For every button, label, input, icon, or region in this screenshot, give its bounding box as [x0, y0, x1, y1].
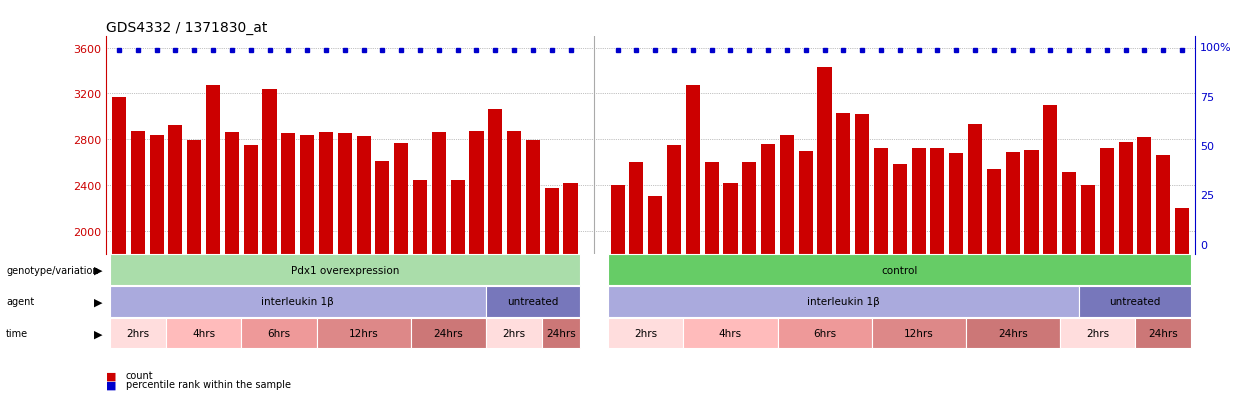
Bar: [686, 86, 700, 413]
Bar: [564, 183, 578, 413]
Bar: [610, 185, 625, 413]
Bar: [818, 68, 832, 413]
Bar: [225, 133, 239, 413]
Bar: [969, 125, 982, 413]
Bar: [1081, 185, 1096, 413]
Text: agent: agent: [6, 297, 35, 307]
Text: 12hrs: 12hrs: [904, 328, 934, 339]
Bar: [544, 189, 559, 413]
Bar: [112, 97, 126, 413]
Bar: [930, 149, 945, 413]
Bar: [1006, 152, 1020, 413]
Text: 2hrs: 2hrs: [126, 328, 149, 339]
Text: 6hrs: 6hrs: [813, 328, 837, 339]
Bar: [761, 145, 776, 413]
Bar: [949, 154, 964, 413]
Text: 12hrs: 12hrs: [349, 328, 378, 339]
Text: ▶: ▶: [93, 328, 102, 339]
Bar: [649, 197, 662, 413]
Text: Pdx1 overexpression: Pdx1 overexpression: [290, 265, 398, 275]
Text: interleukin 1β: interleukin 1β: [261, 297, 334, 307]
Text: 6hrs: 6hrs: [268, 328, 290, 339]
Text: 2hrs: 2hrs: [503, 328, 525, 339]
Text: interleukin 1β: interleukin 1β: [807, 297, 880, 307]
Text: ▶: ▶: [93, 265, 102, 275]
Bar: [281, 134, 295, 413]
Bar: [742, 163, 757, 413]
Bar: [1138, 138, 1152, 413]
Bar: [244, 146, 258, 413]
Bar: [451, 181, 464, 413]
Text: 2hrs: 2hrs: [634, 328, 657, 339]
Bar: [779, 135, 794, 413]
Text: 24hrs: 24hrs: [997, 328, 1027, 339]
Text: 4hrs: 4hrs: [192, 328, 215, 339]
Bar: [874, 149, 888, 413]
Text: 24hrs: 24hrs: [547, 328, 576, 339]
Text: 4hrs: 4hrs: [718, 328, 742, 339]
Bar: [893, 165, 906, 413]
Bar: [855, 115, 869, 413]
Bar: [1062, 173, 1076, 413]
Bar: [469, 132, 483, 413]
Bar: [629, 163, 644, 413]
Bar: [337, 134, 352, 413]
Text: 24hrs: 24hrs: [433, 328, 463, 339]
Bar: [1175, 208, 1189, 413]
Bar: [205, 86, 220, 413]
Text: 2hrs: 2hrs: [1086, 328, 1109, 339]
Text: untreated: untreated: [1109, 297, 1160, 307]
Bar: [187, 141, 202, 413]
Text: count: count: [126, 370, 153, 380]
Bar: [432, 133, 446, 413]
Bar: [705, 163, 718, 413]
Text: GDS4332 / 1371830_at: GDS4332 / 1371830_at: [106, 21, 268, 35]
Bar: [395, 143, 408, 413]
Bar: [837, 114, 850, 413]
Bar: [149, 135, 163, 413]
Bar: [987, 170, 1001, 413]
Bar: [488, 110, 502, 413]
Bar: [1043, 106, 1057, 413]
Text: 24hrs: 24hrs: [1148, 328, 1178, 339]
Text: time: time: [6, 328, 29, 339]
Bar: [413, 181, 427, 413]
Text: ■: ■: [106, 380, 116, 389]
Bar: [319, 133, 332, 413]
Bar: [723, 183, 737, 413]
Bar: [1157, 156, 1170, 413]
Bar: [525, 141, 540, 413]
Bar: [667, 146, 681, 413]
Bar: [168, 126, 183, 413]
Bar: [1099, 149, 1114, 413]
Text: ■: ■: [106, 370, 116, 380]
Bar: [799, 151, 813, 413]
Text: percentile rank within the sample: percentile rank within the sample: [126, 380, 291, 389]
Bar: [507, 132, 522, 413]
Bar: [1118, 142, 1133, 413]
Bar: [911, 149, 926, 413]
Bar: [375, 161, 390, 413]
Text: control: control: [881, 265, 918, 275]
Bar: [300, 135, 314, 413]
Text: ▶: ▶: [93, 297, 102, 307]
Text: genotype/variation: genotype/variation: [6, 265, 98, 275]
Bar: [131, 132, 144, 413]
Text: untreated: untreated: [507, 297, 559, 307]
Bar: [356, 136, 371, 413]
Bar: [263, 90, 276, 413]
Bar: [1025, 150, 1038, 413]
